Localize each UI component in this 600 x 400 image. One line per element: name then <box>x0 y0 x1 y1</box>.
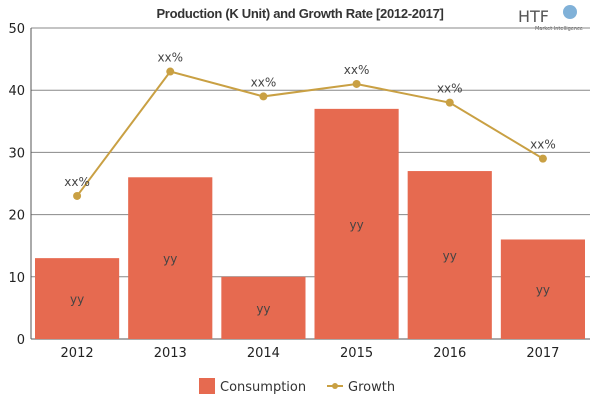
bar-data-label: yy <box>443 249 457 263</box>
legend: Consumption Growth <box>199 378 395 395</box>
y-tick-label: 30 <box>8 146 25 161</box>
bar-2015 <box>314 108 399 339</box>
x-tick-label: 2015 <box>340 346 373 361</box>
bar-data-label: yy <box>536 283 550 297</box>
growth-data-label: xx% <box>64 175 90 189</box>
growth-data-label: xx% <box>344 63 370 77</box>
y-tick-label: 10 <box>8 271 25 286</box>
y-tick-label: 0 <box>17 333 25 348</box>
y-tick-label: 40 <box>8 84 25 99</box>
x-tick-label: 2016 <box>433 346 466 361</box>
legend-label-growth: Growth <box>348 380 395 395</box>
legend-marker-growth <box>332 383 338 389</box>
growth-point-2017 <box>538 154 547 163</box>
logo-globe-icon <box>563 5 577 19</box>
chart-title: Production (K Unit) and Growth Rate [201… <box>156 6 443 21</box>
bar-2012 <box>35 258 120 339</box>
legend-swatch-consumption <box>199 378 215 394</box>
bar-2016 <box>407 171 492 339</box>
growth-data-label: xx% <box>157 51 183 65</box>
x-tick-label: 2014 <box>247 346 280 361</box>
logo-subtext: Market Intelligence <box>535 26 583 32</box>
y-tick-label: 50 <box>8 22 25 37</box>
bar-data-label: yy <box>163 252 177 266</box>
bar-data-label: yy <box>256 302 270 316</box>
x-tick-label: 2012 <box>61 346 94 361</box>
growth-data-label: xx% <box>437 82 463 96</box>
x-tick-label: 2013 <box>154 346 187 361</box>
x-tick-label: 2017 <box>526 346 559 361</box>
growth-data-label: xx% <box>530 138 556 152</box>
y-tick-label: 20 <box>8 209 25 224</box>
bar-data-label: yy <box>349 218 363 232</box>
growth-point-2013 <box>166 67 175 76</box>
growth-point-2016 <box>445 98 454 107</box>
growth-line <box>76 70 544 197</box>
logo-text: HTF <box>518 7 549 26</box>
legend-label-consumption: Consumption <box>220 380 306 395</box>
growth-point-2012 <box>73 191 82 200</box>
bar-2017 <box>500 239 585 339</box>
growth-point-2015 <box>352 79 361 88</box>
bar-2013 <box>128 177 213 339</box>
growth-data-label: xx% <box>251 75 277 89</box>
bar-2014 <box>221 276 306 339</box>
bar-data-label: yy <box>70 293 84 307</box>
growth-point-2014 <box>259 92 268 101</box>
logo: HTF Market Intelligence <box>518 5 583 32</box>
